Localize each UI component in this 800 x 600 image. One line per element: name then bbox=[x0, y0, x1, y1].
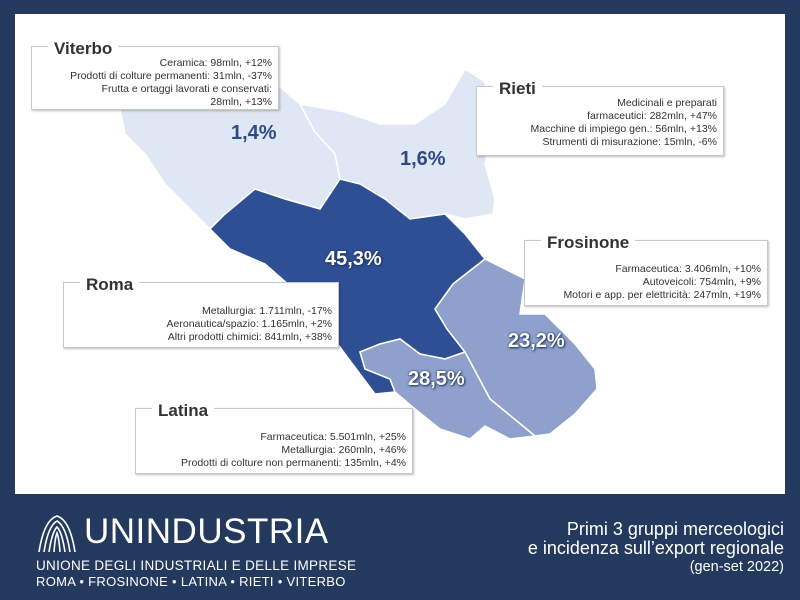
logo-subtitle: UNIONE DEGLI INDUSTRIALI E DELLE IMPRESE bbox=[36, 558, 357, 573]
viterbo-item-3: Frutta e ortaggi lavorati e conservati: bbox=[101, 83, 272, 95]
caption-line-2: e incidenza sull’export regionale bbox=[527, 538, 784, 558]
roma-item-3: Altri prodotti chimici: 841mln, +38% bbox=[167, 331, 332, 343]
lazio-map bbox=[119, 67, 598, 440]
latina-panel: Latina Farmaceutica: 5.501mln, +25% Meta… bbox=[135, 401, 413, 474]
roma-share: 45,3% bbox=[325, 248, 382, 270]
viterbo-panel: Viterbo Ceramica: 98mln, +12% Prodotti d… bbox=[31, 39, 279, 110]
latina-item-3: Prodotti di colture non permanenti: 135m… bbox=[180, 457, 406, 469]
rieti-item-2: farmaceutici: 282mln, +47% bbox=[587, 110, 717, 122]
viterbo-item-1: Ceramica: 98mln, +12% bbox=[159, 57, 272, 69]
logo-wordmark: UNINDUSTRIA bbox=[84, 512, 329, 551]
latina-item-1: Farmaceutica: 5.501mln, +25% bbox=[260, 431, 406, 443]
unindustria-logo: UNINDUSTRIA UNIONE DEGLI INDUSTRIALI E D… bbox=[36, 512, 366, 592]
frosinone-panel: Frosinone Farmaceutica: 3.406mln, +10% A… bbox=[524, 233, 768, 306]
latina-item-2: Metallurgia: 260mln, +46% bbox=[281, 444, 406, 456]
frosinone-item-2: Autoveicoli: 754mln, +9% bbox=[642, 276, 761, 288]
rieti-item-1: Medicinali e preparati bbox=[617, 97, 717, 109]
roma-name: Roma bbox=[80, 275, 140, 295]
region-latina[interactable] bbox=[359, 338, 537, 440]
frosinone-name: Frosinone bbox=[541, 233, 636, 253]
logo-cities: ROMA • FROSINONE • LATINA • RIETI • VITE… bbox=[36, 574, 346, 589]
viterbo-item-4: 28mln, +13% bbox=[210, 96, 272, 108]
viterbo-name: Viterbo bbox=[48, 39, 119, 59]
latina-name: Latina bbox=[152, 401, 215, 421]
rieti-share: 1,6% bbox=[400, 148, 446, 170]
rieti-item-4: Strumenti di misurazione: 15mln, -6% bbox=[542, 136, 718, 148]
frosinone-share: 23,2% bbox=[508, 330, 565, 352]
roma-panel: Roma Metallurgia: 1.711mln, -17% Aeronau… bbox=[63, 275, 339, 348]
frosinone-item-1: Farmaceutica: 3.406mln, +10% bbox=[615, 263, 761, 275]
roma-item-2: Aeronautica/spazio: 1.165mln, +2% bbox=[166, 318, 332, 330]
region-frosinone[interactable] bbox=[434, 258, 598, 437]
unindustria-logo-icon bbox=[38, 515, 76, 553]
latina-share: 28,5% bbox=[408, 368, 465, 390]
frosinone-item-3: Motori e app. per elettricità: 247mln, +… bbox=[563, 289, 761, 301]
map-canvas: 1,4% 1,6% 45,3% 23,2% 28,5% Viterbo Cera… bbox=[15, 14, 785, 494]
caption: Primi 3 gruppi merceologici e incidenza … bbox=[528, 520, 784, 577]
caption-line-1: Primi 3 gruppi merceologici bbox=[566, 519, 784, 539]
caption-period: (gen-set 2022) bbox=[689, 559, 784, 575]
viterbo-share: 1,4% bbox=[231, 122, 277, 144]
rieti-item-3: Macchine di impiego gen.: 56mln, +13% bbox=[530, 123, 717, 135]
roma-item-1: Metallurgia: 1.711mln, -17% bbox=[202, 305, 332, 317]
viterbo-item-2: Prodotti di colture permanenti: 31mln, -… bbox=[70, 70, 272, 82]
rieti-panel: Rieti Medicinali e preparati farmaceutic… bbox=[476, 79, 724, 156]
rieti-name: Rieti bbox=[493, 79, 542, 99]
